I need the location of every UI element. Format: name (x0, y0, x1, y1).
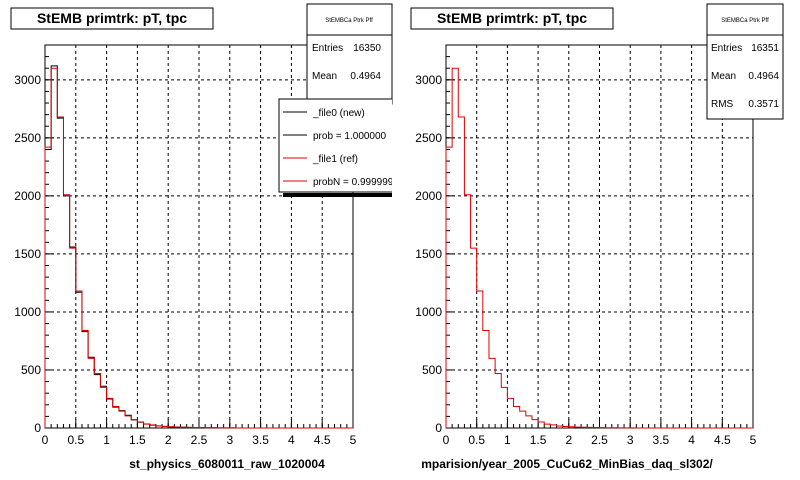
x-tick-label: 3 (226, 433, 233, 447)
x-tick-label: 4 (688, 433, 695, 447)
x-tick-label: 1 (504, 433, 511, 447)
legend-entry-label: _file0 (new) (312, 108, 365, 119)
x-tick-label: 2 (565, 433, 572, 447)
x-tick-label: 1.5 (530, 433, 547, 447)
left-histogram-pad: 0 0.5 1 1.5 2 2.5 3 3.5 4 4.5 5 0 500 1000 1500 2000 250… (10, 3, 394, 471)
y-tick-label: 2500 (415, 131, 442, 145)
right-stats-box (706, 3, 784, 120)
histogram-series-line (44, 67, 353, 429)
x-tick-label: 4.5 (314, 433, 331, 447)
y-tick-label: 2000 (14, 189, 41, 203)
right-stats-rms-label: RMS (711, 99, 734, 110)
y-tick-label: 500 (422, 363, 442, 377)
right-series (445, 67, 753, 429)
left-chart-title: StEMB primtrk: pT, tpc (37, 10, 187, 26)
x-tick-label: 0.5 (468, 433, 485, 447)
left-stats-entries-value: 16350 (353, 43, 381, 54)
right-stats-entries-value: 16351 (751, 43, 779, 54)
left-axis-ticks: 0 0.5 1 1.5 2 2.5 3 3.5 4 4.5 5 0 500 1000 1500 2000 250… (14, 44, 357, 447)
left-stats-entries-label: Entries (312, 43, 343, 54)
right-chart-title: StEMB primtrk: pT, tpc (437, 10, 587, 26)
y-tick-label: 1000 (14, 305, 41, 319)
x-tick-label: 2 (165, 433, 172, 447)
left-stats-mean-value: 0.4964 (350, 71, 381, 82)
left-x-axis-label: st_physics_6080011_raw_1020004 (129, 457, 325, 471)
x-tick-label: 0 (443, 433, 450, 447)
right-stats-mean-label: Mean (711, 71, 736, 82)
y-tick-label: 2500 (14, 131, 41, 145)
left-series (44, 65, 353, 429)
x-tick-label: 1.5 (129, 433, 146, 447)
x-tick-label: 5 (750, 433, 757, 447)
y-tick-label: 1500 (14, 247, 41, 261)
right-title-box (410, 7, 614, 30)
right-stats-header: StEMBCa Ptrk Pff (721, 18, 769, 24)
x-tick-label: 3.5 (653, 433, 670, 447)
right-stats-mean-value: 0.4964 (748, 71, 779, 82)
x-tick-label: 3 (627, 433, 634, 447)
y-tick-label: 3000 (14, 73, 41, 87)
right-histogram-pad: 0 0.5 1 1.5 2 2.5 3 3.5 4 4.5 5 0 500 1000 1500 2000 250… (410, 3, 784, 471)
left-grid (45, 45, 353, 428)
x-tick-label: 3.5 (252, 433, 269, 447)
y-tick-label: 0 (435, 421, 442, 435)
y-tick-label: 3000 (415, 73, 442, 87)
y-tick-label: 500 (21, 363, 41, 377)
right-grid (446, 45, 753, 428)
x-tick-label: 1 (103, 433, 110, 447)
left-title-box (10, 7, 214, 30)
x-tick-label: 2.5 (191, 433, 208, 447)
left-legend: _file0 (new) prob = 1.000000 _file1 (ref) p… (278, 98, 394, 197)
x-tick-label: 4 (288, 433, 295, 447)
right-axis-ticks: 0 0.5 1 1.5 2 2.5 3 3.5 4 4.5 5 0 500 1000 1500 2000 250… (415, 44, 757, 447)
left-stats-box (306, 3, 393, 105)
y-tick-label: 2000 (415, 189, 442, 203)
x-tick-label: 2.5 (591, 433, 608, 447)
legend-entry-label: probN = 0.999999 (313, 177, 394, 188)
right-stats-entries-label: Entries (711, 43, 742, 54)
y-tick-label: 1000 (415, 305, 442, 319)
left-stats-mean-label: Mean (312, 71, 337, 82)
right-x-axis-label: mparision/year_2005_CuCu62_MinBias_daq_s… (421, 457, 713, 471)
y-tick-label: 0 (34, 421, 41, 435)
y-tick-label: 1500 (415, 247, 442, 261)
left-stats-header: StEMBCa Ptrk Pff (325, 18, 373, 24)
right-stats-rms-value: 0.3571 (748, 99, 779, 110)
x-tick-label: 4.5 (714, 433, 731, 447)
x-tick-label: 0 (42, 433, 49, 447)
x-tick-label: 5 (350, 433, 357, 447)
legend-entry-label: prob = 1.000000 (313, 131, 387, 142)
legend-entry-label: _file1 (ref) (312, 154, 358, 165)
histogram-series-line (445, 67, 753, 429)
x-tick-label: 0.5 (67, 433, 84, 447)
